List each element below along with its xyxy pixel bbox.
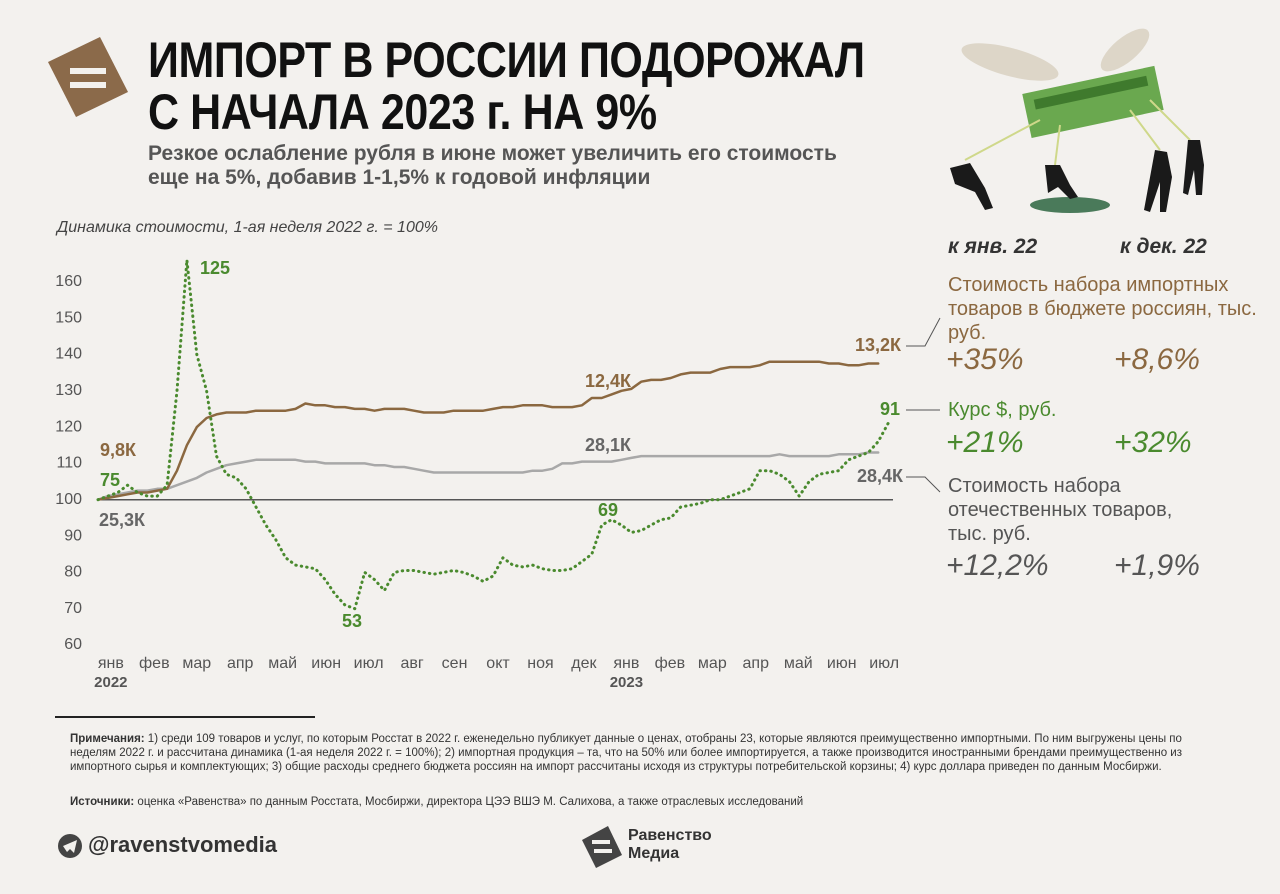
annotation: 9,8К — [100, 440, 137, 460]
y-tick-label: 120 — [55, 418, 82, 435]
row-value: +32% — [1114, 426, 1192, 459]
row-value: +12,2% — [946, 549, 1049, 582]
brand-logo — [582, 826, 622, 868]
annotation: 125 — [200, 258, 230, 278]
notes: Примечания: 1) среди 109 товаров и услуг… — [70, 732, 1220, 774]
row-value: +1,9% — [1114, 549, 1200, 582]
brand: Медиа — [628, 845, 679, 862]
x-tick-label: июн — [827, 655, 857, 672]
annotation: 25,3К — [99, 510, 146, 530]
series-line — [96, 258, 890, 611]
illustration — [950, 28, 1204, 213]
x-tick-label: янв — [98, 655, 124, 672]
row-label: Стоимость набора отечественных товаров, … — [948, 475, 1173, 545]
x-tick-label: июн — [311, 655, 341, 672]
y-tick-label: 110 — [56, 455, 82, 472]
row-label: Стоимость набора импортных товаров в бюд… — [948, 274, 1257, 344]
y-tick-label: 80 — [64, 564, 82, 581]
x-tick-label: фев — [139, 655, 170, 672]
row-label: Курс $, руб. — [948, 399, 1057, 421]
sources-text: оценка «Равенства» по данным Росстата, М… — [134, 796, 804, 808]
x-tick-label: апр — [227, 655, 254, 672]
x-tick-label: ноя — [527, 655, 553, 672]
x-tick-label: окт — [486, 655, 510, 672]
x-tick-label: май — [268, 655, 297, 672]
column-header: к дек. 22 — [1120, 235, 1207, 258]
sources-label: Источники: — [70, 796, 135, 808]
y-tick-label: 130 — [55, 382, 82, 399]
annotation: 28,1К — [585, 435, 632, 455]
x-tick-label: июл — [869, 655, 899, 672]
sources: Источники: оценка «Равенства» по данным … — [70, 795, 1220, 809]
y-tick-label: 70 — [64, 600, 82, 617]
y-tick-label: 100 — [55, 491, 82, 508]
annotation: 12,4К — [585, 371, 632, 391]
leader-lines — [906, 317, 941, 493]
notes-text: 1) среди 109 товаров и услуг, по которым… — [70, 733, 1182, 773]
title: С НАЧАЛА 2023 г. НА 9% — [148, 84, 657, 140]
series-line — [96, 360, 880, 501]
y-tick-label: 60 — [64, 636, 82, 653]
notes-label: Примечания: — [70, 733, 145, 745]
x-tick-label: май — [784, 655, 813, 672]
x-tick-label: дек — [571, 655, 597, 672]
annotation: 75 — [100, 470, 120, 490]
series-line — [96, 451, 880, 501]
x-tick-label: апр — [743, 655, 770, 672]
x-tick-label: июл — [354, 655, 384, 672]
subtitle: еще на 5%, добавив 1-1,5% к годовой инфл… — [148, 166, 651, 189]
brand: Равенство — [628, 827, 712, 844]
annotation: 69 — [598, 500, 618, 520]
row-value: +21% — [946, 426, 1024, 459]
row-value: +35% — [946, 343, 1024, 376]
row-value: +8,6% — [1114, 343, 1200, 376]
x-tick-label: мар — [698, 655, 727, 672]
y-tick-label: 160 — [55, 273, 82, 290]
telegram-icon — [58, 834, 82, 858]
logo — [48, 37, 128, 117]
y-tick-label: 150 — [55, 309, 82, 326]
x-tick-label: фев — [655, 655, 686, 672]
year-label: 2022 — [94, 674, 127, 691]
x-tick-label: янв — [613, 655, 639, 672]
axis-caption: Динамика стоимости, 1-ая неделя 2022 г. … — [55, 219, 438, 236]
column-header: к янв. 22 — [948, 235, 1038, 258]
title: ИМПОРТ В РОССИИ ПОДОРОЖАЛ — [148, 32, 865, 88]
x-tick-label: авг — [400, 655, 423, 672]
annotation: 13,2К — [855, 335, 902, 355]
year-label: 2023 — [610, 674, 643, 691]
y-tick-label: 90 — [64, 527, 82, 544]
subtitle: Резкое ослабление рубля в июне может уве… — [148, 142, 837, 165]
annotation: 28,4К — [857, 466, 904, 486]
y-tick-label: 140 — [55, 346, 82, 363]
x-tick-label: сен — [442, 655, 468, 672]
x-tick-label: мар — [182, 655, 211, 672]
handle: @ravenstvomedia — [88, 832, 278, 857]
annotation: 91 — [880, 399, 900, 419]
annotation: 53 — [342, 611, 362, 631]
